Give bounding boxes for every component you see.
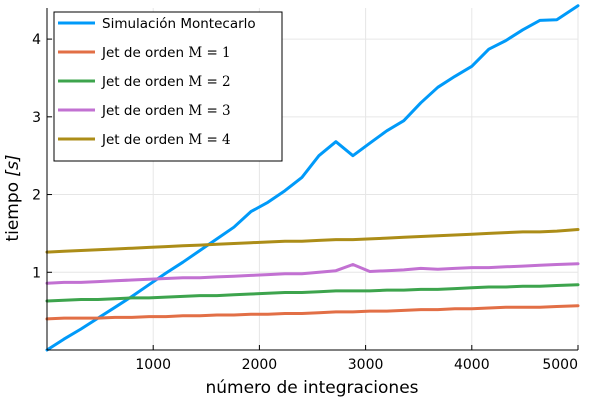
legend-box xyxy=(53,11,283,162)
x-axis-title: número de integraciones xyxy=(205,378,418,398)
x-tick-label: 5000 xyxy=(542,357,578,373)
x-tick-label: 2000 xyxy=(242,357,278,373)
legend-entry: Simulación Montecarlo xyxy=(102,16,256,32)
legend-entry-math: M = 2 xyxy=(188,74,230,90)
y-tick-label: 2 xyxy=(32,188,41,204)
legend-entry-text: Jet de orden xyxy=(101,103,188,119)
series-line xyxy=(45,262,580,285)
y-tick-label: 1 xyxy=(32,265,41,281)
legend-entry-text: Jet de orden xyxy=(101,74,188,90)
series-line xyxy=(45,4,580,352)
legend-entry-math: M = 4 xyxy=(188,132,230,148)
x-tick-label: 4000 xyxy=(454,357,490,373)
x-tick-label: 3000 xyxy=(348,357,384,373)
legend-entry: Jet de orden M = 3 xyxy=(101,103,231,119)
legend-entry: Jet de orden M = 1 xyxy=(101,45,231,61)
y-axis-title-unit: [s] xyxy=(3,154,23,176)
legend-entry-math: M = 3 xyxy=(188,103,230,119)
series-lines xyxy=(45,4,580,352)
legend-entry: Jet de orden M = 4 xyxy=(101,132,231,148)
x-tick-label: 1000 xyxy=(135,357,171,373)
axes xyxy=(46,8,579,351)
legend-entry-text: Jet de orden xyxy=(101,45,188,61)
tick-labels: 1000 2000 3000 4000 5000 1 2 3 4 xyxy=(32,32,578,373)
legend-entry-math: M = 1 xyxy=(188,45,230,61)
series-line xyxy=(45,228,580,254)
series-line xyxy=(45,304,580,321)
series-line xyxy=(45,283,580,303)
legend-entry-text: Jet de orden xyxy=(101,132,188,148)
y-tick-label: 3 xyxy=(32,110,41,126)
legend-entry-text: Simulación Montecarlo xyxy=(102,16,256,32)
y-tick-label: 4 xyxy=(32,32,41,48)
legend-entry: Jet de orden M = 2 xyxy=(101,74,231,90)
y-axis-title: tiempo [s] xyxy=(3,154,23,241)
y-axis-title-text: tiempo xyxy=(3,177,23,242)
